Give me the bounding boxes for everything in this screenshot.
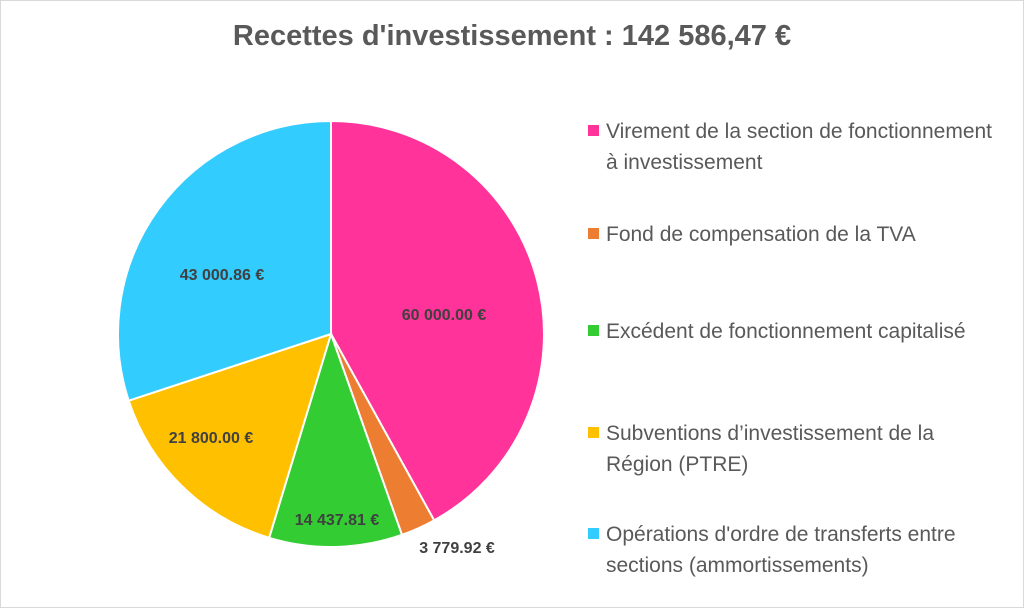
- data-label-virement: 60 000.00 €: [402, 307, 487, 324]
- pie-slices: [117, 119, 545, 548]
- legend: Virement de la section de fonctionnement…: [588, 0, 1018, 608]
- legend-swatch: [588, 325, 599, 336]
- legend-swatch: [588, 427, 599, 438]
- pie-slice-operations: [117, 119, 332, 402]
- data-label-excedent: 14 437.81 €: [295, 512, 380, 529]
- data-label-fctva: 3 779.92 €: [419, 540, 495, 557]
- legend-label: Opérations d'ordre de transferts entre s…: [606, 523, 956, 577]
- legend-swatch: [588, 125, 599, 136]
- data-label-subventions: 21 800.00 €: [169, 430, 254, 447]
- legend-label: Fond de compensation de la TVA: [606, 223, 916, 246]
- legend-swatch: [588, 228, 599, 239]
- legend-label: Virement de la section de fonctionnement…: [606, 120, 993, 174]
- legend-label: Subventions d’investissement de la Régio…: [606, 422, 935, 476]
- pie-data-labels: 60 000.00 € 3 779.92 € 14 437.81 € 21 800.0…: [169, 267, 495, 557]
- pie-slice-virement: [330, 119, 545, 522]
- legend-swatch: [588, 528, 599, 539]
- data-label-operations: 43 000.86 €: [180, 267, 265, 284]
- legend-label: Excédent de fonctionnement capitalisé: [606, 320, 966, 343]
- pie-slice-excedent: [267, 330, 404, 548]
- chart-title: Recettes d'investissement : 142 586,47 €: [232, 20, 792, 52]
